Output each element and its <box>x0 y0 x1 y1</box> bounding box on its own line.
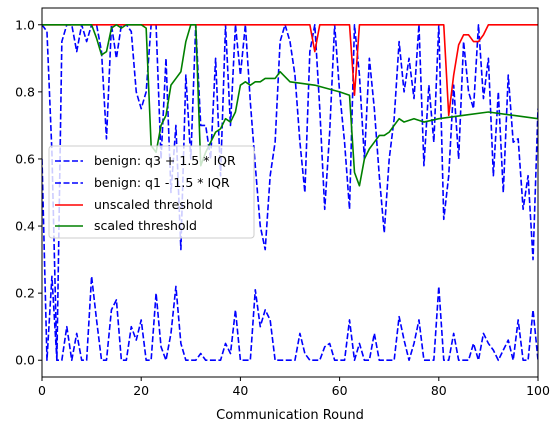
x-tick-label: 0 <box>38 383 46 398</box>
y-tick-label: 0.8 <box>15 84 35 99</box>
series-line-4 <box>42 23 538 187</box>
y-tick-label: 0.0 <box>15 353 35 368</box>
y-tick-label: 1.0 <box>15 17 35 32</box>
series-line-2 <box>42 158 538 362</box>
legend-frame <box>48 145 255 239</box>
x-tick-label: 60 <box>332 383 348 398</box>
y-tick-label: 0.2 <box>15 286 35 301</box>
x-tick-label: 100 <box>526 383 550 398</box>
x-axis: 0 20 40 60 80 100 <box>38 377 550 398</box>
x-tick-label: 40 <box>232 383 248 398</box>
legend-label-q3: benign: q3 + 1.5 * IQR <box>94 153 236 168</box>
x-axis-title: Communication Round <box>216 408 364 423</box>
x-tick-label: 80 <box>431 383 447 398</box>
series-layer <box>42 23 538 362</box>
y-tick-label: 0.6 <box>15 151 35 166</box>
legend-label-scaled: scaled threshold <box>94 218 197 233</box>
legend-label-q1: benign: q1 - 1.5 * IQR <box>94 175 230 190</box>
plot-frame <box>41 7 539 378</box>
legend-label-unscaled: unscaled threshold <box>94 197 213 212</box>
y-tick-label: 0.4 <box>15 219 35 234</box>
x-tick-label: 20 <box>133 383 149 398</box>
y-axis: 0.0 0.2 0.4 0.6 0.8 1.0 <box>15 17 42 368</box>
series-line-3 <box>42 23 538 117</box>
legend: benign: q3 + 1.5 * IQR benign: q1 - 1.5 … <box>48 145 255 239</box>
